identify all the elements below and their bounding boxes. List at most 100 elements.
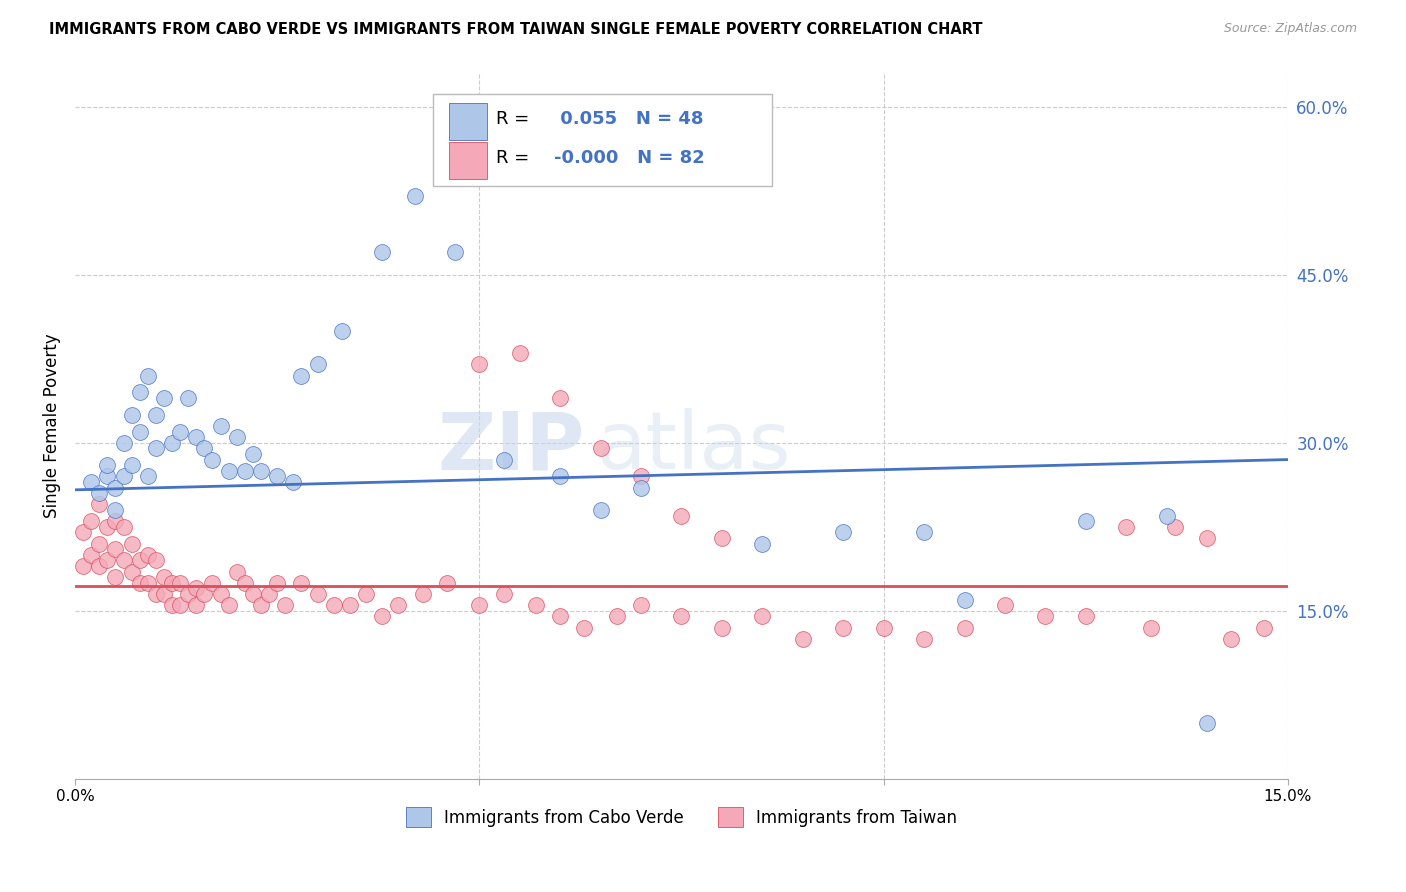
Point [257,587,280,601]
Point [250,464,273,478]
Point [242,587,264,601]
Point [404,189,426,203]
Point [322,599,344,613]
Point [96,469,118,483]
Point [177,587,200,601]
Point [145,442,167,456]
Point [1074,609,1097,624]
Point [509,346,531,360]
Point [832,621,855,635]
Point [153,570,176,584]
Point [1220,632,1243,646]
Point [193,442,215,456]
FancyBboxPatch shape [449,103,488,140]
Point [128,575,150,590]
Point [186,430,208,444]
Point [136,548,159,562]
Text: -0.000   N = 82: -0.000 N = 82 [554,148,704,167]
FancyBboxPatch shape [449,142,488,179]
Point [548,609,571,624]
Point [145,587,167,601]
Point [218,464,240,478]
Point [589,503,612,517]
Point [145,408,167,422]
Point [89,559,111,574]
Point [266,575,288,590]
Point [169,599,191,613]
Point [153,391,176,405]
Point [153,587,176,601]
Point [177,391,200,405]
Point [710,531,733,545]
Point [1197,715,1219,730]
Point [193,587,215,601]
Text: R =: R = [496,111,534,128]
Point [710,621,733,635]
Point [307,357,329,371]
Point [832,525,855,540]
Text: atlas: atlas [596,409,792,486]
Text: R =: R = [496,148,534,167]
Point [574,621,596,635]
Point [233,575,256,590]
Point [492,587,515,601]
Point [912,632,935,646]
Point [136,469,159,483]
Point [186,599,208,613]
FancyBboxPatch shape [433,95,772,186]
Point [330,324,353,338]
Point [72,525,94,540]
Point [89,536,111,550]
Point [1164,520,1187,534]
Point [1156,508,1178,523]
Point [606,609,628,624]
Point [274,599,297,613]
Point [1253,621,1275,635]
Point [630,599,652,613]
Point [80,548,103,562]
Point [104,481,127,495]
Point [468,599,491,613]
Point [912,525,935,540]
Point [792,632,814,646]
Text: IMMIGRANTS FROM CABO VERDE VS IMMIGRANTS FROM TAIWAN SINGLE FEMALE POVERTY CORRE: IMMIGRANTS FROM CABO VERDE VS IMMIGRANTS… [49,22,983,37]
Point [387,599,409,613]
Point [994,599,1017,613]
Text: 0.055   N = 48: 0.055 N = 48 [554,111,703,128]
Point [218,599,240,613]
Point [104,570,127,584]
Point [121,458,143,472]
Point [548,391,571,405]
Point [444,245,467,260]
Point [242,447,264,461]
Point [128,385,150,400]
Point [671,508,693,523]
Point [201,452,224,467]
Point [112,469,135,483]
Point [290,575,312,590]
Point [290,368,312,383]
Point [112,435,135,450]
Point [128,425,150,439]
Point [96,520,118,534]
Point [201,575,224,590]
Point [225,565,247,579]
Point [412,587,434,601]
Point [80,475,103,489]
Point [283,475,305,489]
Y-axis label: Single Female Poverty: Single Female Poverty [44,334,60,518]
Point [548,469,571,483]
Point [89,497,111,511]
Point [104,503,127,517]
Point [121,536,143,550]
Point [145,553,167,567]
Point [250,599,273,613]
Point [186,582,208,596]
Point [112,553,135,567]
Point [872,621,894,635]
Point [96,458,118,472]
Text: Source: ZipAtlas.com: Source: ZipAtlas.com [1223,22,1357,36]
Point [136,575,159,590]
Point [121,565,143,579]
Point [169,575,191,590]
